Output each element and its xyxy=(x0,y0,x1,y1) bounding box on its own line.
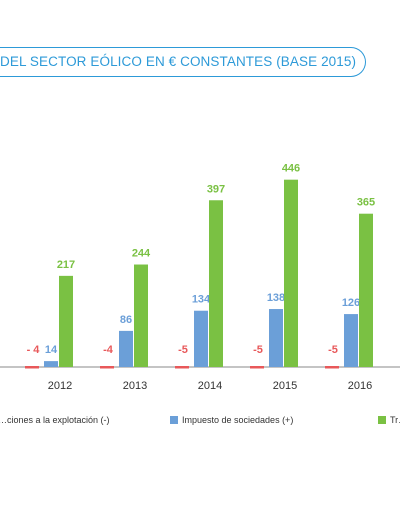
data-label-0-2015: -5 xyxy=(253,344,263,356)
x-tick-label-2013: 2013 xyxy=(123,380,147,392)
legend-label-0: …ciones a la explotación (-) xyxy=(0,415,110,425)
x-tick-label-2014: 2014 xyxy=(198,380,222,392)
bar-2-2013 xyxy=(134,264,148,367)
legend-swatch-2 xyxy=(378,416,386,424)
bar-1-2013 xyxy=(119,330,133,367)
bar-2-2014 xyxy=(209,200,223,367)
x-tick-label-2012: 2012 xyxy=(48,380,72,392)
data-label-1-2015: 138 xyxy=(267,292,285,304)
legend-label-2: Tr… xyxy=(390,415,400,425)
data-label-0-2012: - 4 xyxy=(27,344,41,356)
legend-label-1: Impuesto de sociedades (+) xyxy=(182,415,293,425)
bar-0-2012 xyxy=(25,366,39,369)
data-label-2-2013: 244 xyxy=(132,248,151,260)
bar-2-2015 xyxy=(284,179,298,367)
data-label-1-2016: 126 xyxy=(342,297,360,309)
data-label-1-2013: 86 xyxy=(120,314,132,326)
bar-0-2015 xyxy=(250,366,264,369)
x-tick-label-2016: 2016 xyxy=(348,380,372,392)
bar-0-2016 xyxy=(325,366,339,369)
bar-2-2012 xyxy=(59,275,73,367)
legend-swatch-1 xyxy=(170,416,178,424)
data-label-0-2014: -5 xyxy=(178,344,188,356)
bar-1-2016 xyxy=(344,314,358,367)
data-label-2-2016: 365 xyxy=(357,197,375,209)
data-label-0-2016: -5 xyxy=(328,344,338,356)
data-label-1-2014: 134 xyxy=(192,294,211,306)
chart-title: DEL SECTOR EÓLICO EN € CONSTANTES (BASE … xyxy=(0,54,357,69)
x-tick-label-2015: 2015 xyxy=(273,380,297,392)
data-label-1-2012: 14 xyxy=(45,344,58,356)
data-label-0-2013: -4 xyxy=(103,344,114,356)
bar-0-2014 xyxy=(175,366,189,369)
data-label-2-2015: 446 xyxy=(282,163,300,175)
chart-title-box: DEL SECTOR EÓLICO EN € CONSTANTES (BASE … xyxy=(0,47,366,77)
bar-1-2012 xyxy=(44,361,58,367)
bar-0-2013 xyxy=(100,366,114,369)
bar-1-2014 xyxy=(194,310,208,367)
bar-2-2016 xyxy=(359,213,373,367)
data-label-2-2014: 397 xyxy=(207,183,225,195)
data-label-2-2012: 217 xyxy=(57,259,75,271)
bar-1-2015 xyxy=(269,309,283,367)
